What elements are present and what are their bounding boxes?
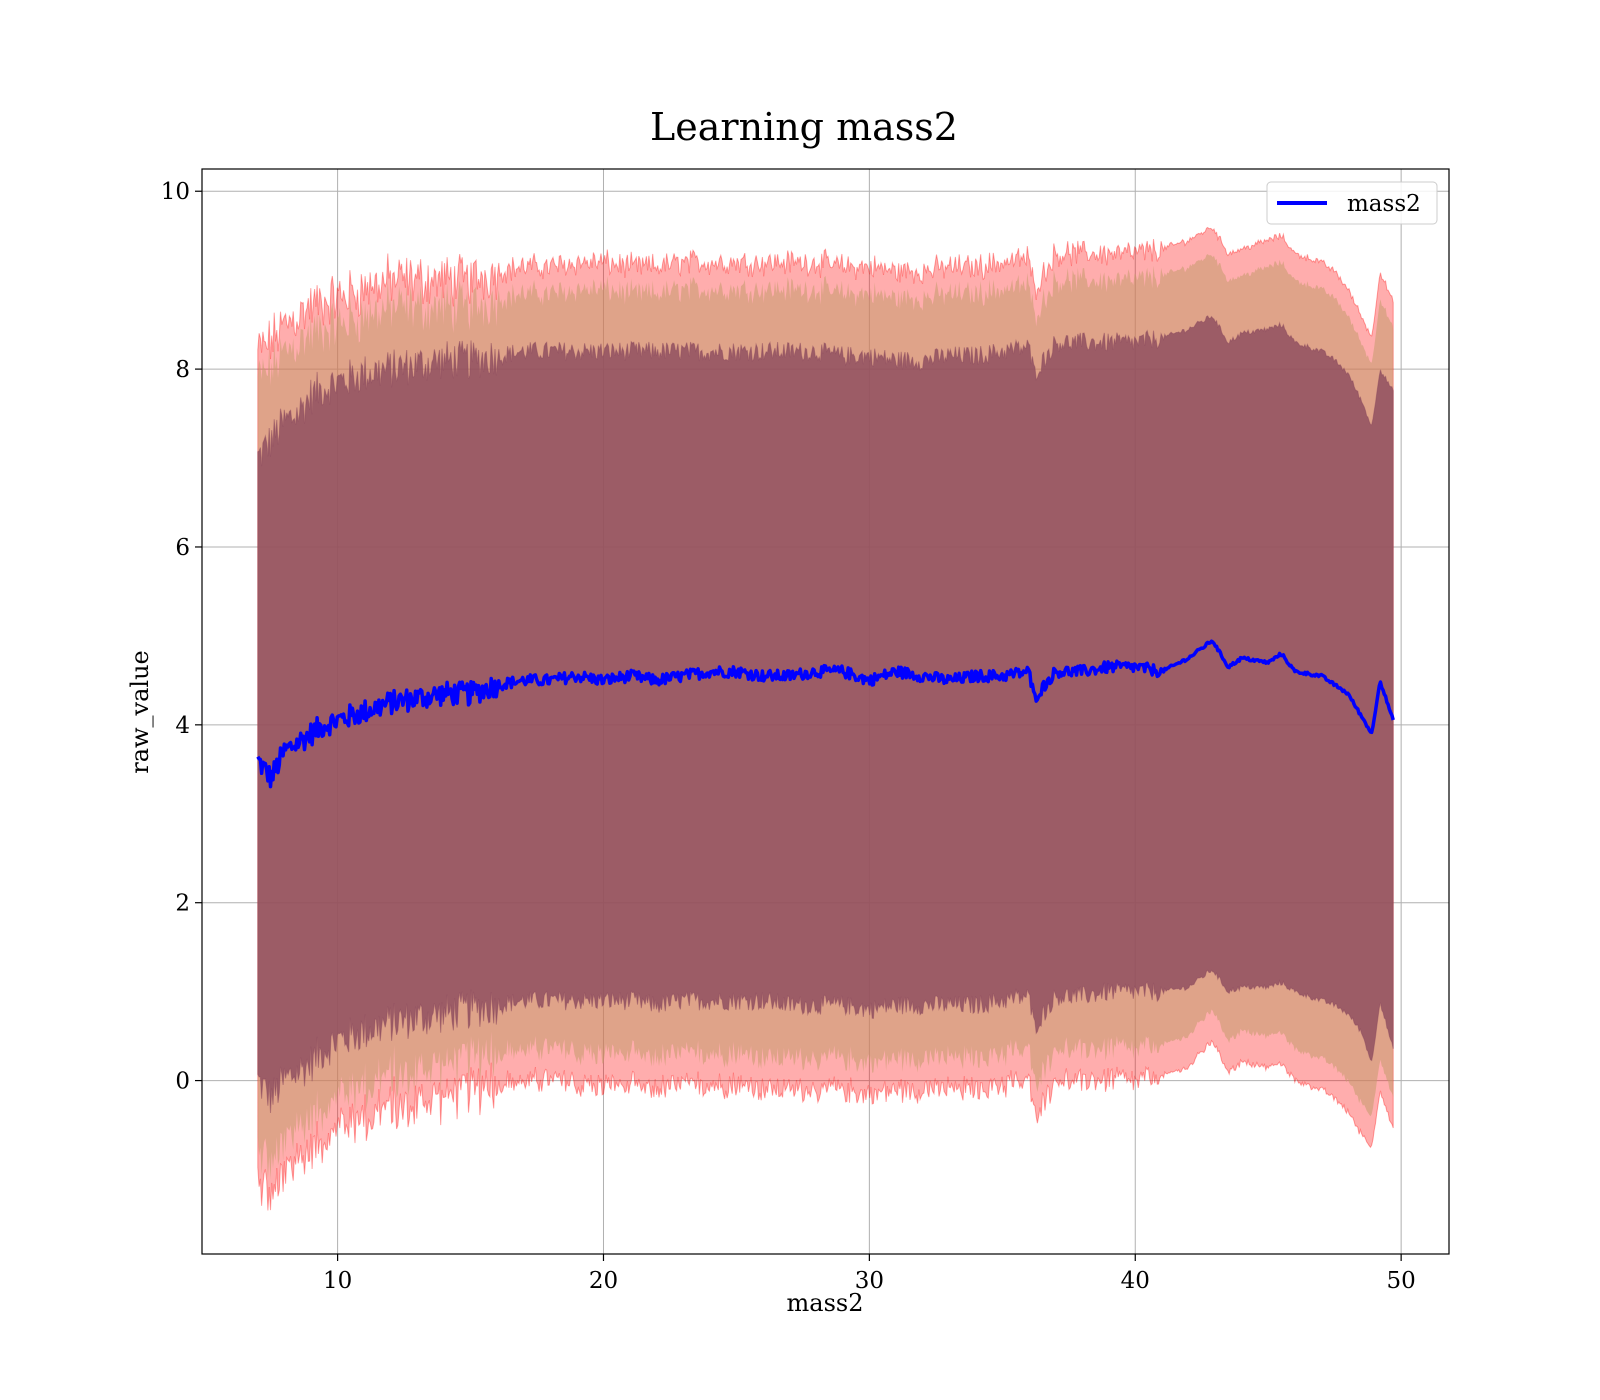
y-tick-label: 4 [175, 713, 190, 739]
x-tick-label: 40 [1121, 1268, 1150, 1294]
legend: mass2 [1266, 181, 1438, 225]
inner-band [257, 315, 1394, 1114]
series-lines [256, 639, 1395, 789]
legend-label-mass2: mass2 [1347, 191, 1421, 217]
x-axis-label: mass2 [787, 1289, 864, 1317]
y-tick-label: 6 [175, 535, 190, 561]
x-tick-label: 50 [1387, 1268, 1416, 1294]
plot-area [201, 168, 1450, 1255]
x-tick-label: 20 [589, 1268, 618, 1294]
x-tick-label: 30 [855, 1268, 884, 1294]
y-tick-label: 2 [175, 891, 190, 917]
y-tick-label: 10 [161, 179, 190, 205]
legend-box [1266, 181, 1438, 225]
chart-title: Learning mass2 [650, 105, 958, 149]
plot-frame [201, 168, 1450, 1255]
y-axis-ticks: 0 2 4 6 8 10 [161, 179, 202, 1095]
y-tick-label: 8 [175, 357, 190, 383]
y-tick-label: 0 [175, 1069, 190, 1095]
uncertainty-bands [257, 226, 1394, 1211]
x-tick-label: 10 [323, 1268, 352, 1294]
series-line-mass2 [256, 639, 1395, 789]
y-axis-label: raw_value [126, 650, 154, 774]
x-axis-ticks: 10 20 30 40 50 [323, 1254, 1416, 1294]
